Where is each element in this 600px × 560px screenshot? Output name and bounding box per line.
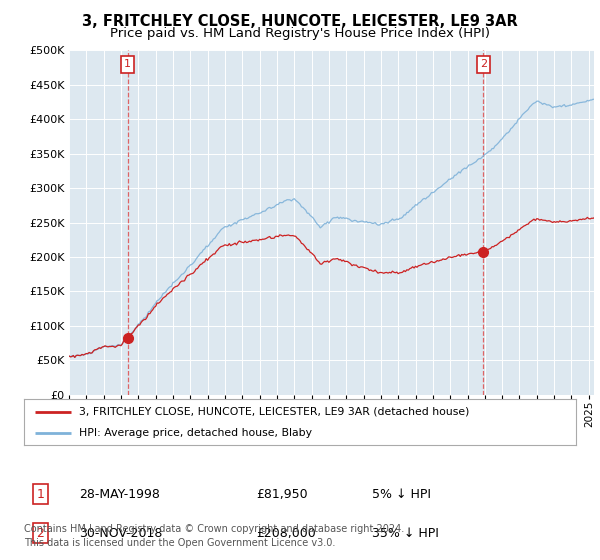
- Text: 28-MAY-1998: 28-MAY-1998: [79, 488, 160, 501]
- Text: Contains HM Land Registry data © Crown copyright and database right 2024.
This d: Contains HM Land Registry data © Crown c…: [24, 525, 404, 548]
- Text: 2: 2: [37, 527, 44, 540]
- Text: £81,950: £81,950: [256, 488, 307, 501]
- Text: HPI: Average price, detached house, Blaby: HPI: Average price, detached house, Blab…: [79, 428, 312, 438]
- Text: 1: 1: [124, 59, 131, 69]
- Text: 1: 1: [37, 488, 44, 501]
- Text: 5% ↓ HPI: 5% ↓ HPI: [372, 488, 431, 501]
- Text: 2: 2: [480, 59, 487, 69]
- Text: 3, FRITCHLEY CLOSE, HUNCOTE, LEICESTER, LE9 3AR (detached house): 3, FRITCHLEY CLOSE, HUNCOTE, LEICESTER, …: [79, 407, 470, 417]
- Text: Price paid vs. HM Land Registry's House Price Index (HPI): Price paid vs. HM Land Registry's House …: [110, 27, 490, 40]
- Text: 30-NOV-2018: 30-NOV-2018: [79, 527, 163, 540]
- Text: 3, FRITCHLEY CLOSE, HUNCOTE, LEICESTER, LE9 3AR: 3, FRITCHLEY CLOSE, HUNCOTE, LEICESTER, …: [82, 14, 518, 29]
- Text: 35% ↓ HPI: 35% ↓ HPI: [372, 527, 439, 540]
- Text: £208,000: £208,000: [256, 527, 316, 540]
